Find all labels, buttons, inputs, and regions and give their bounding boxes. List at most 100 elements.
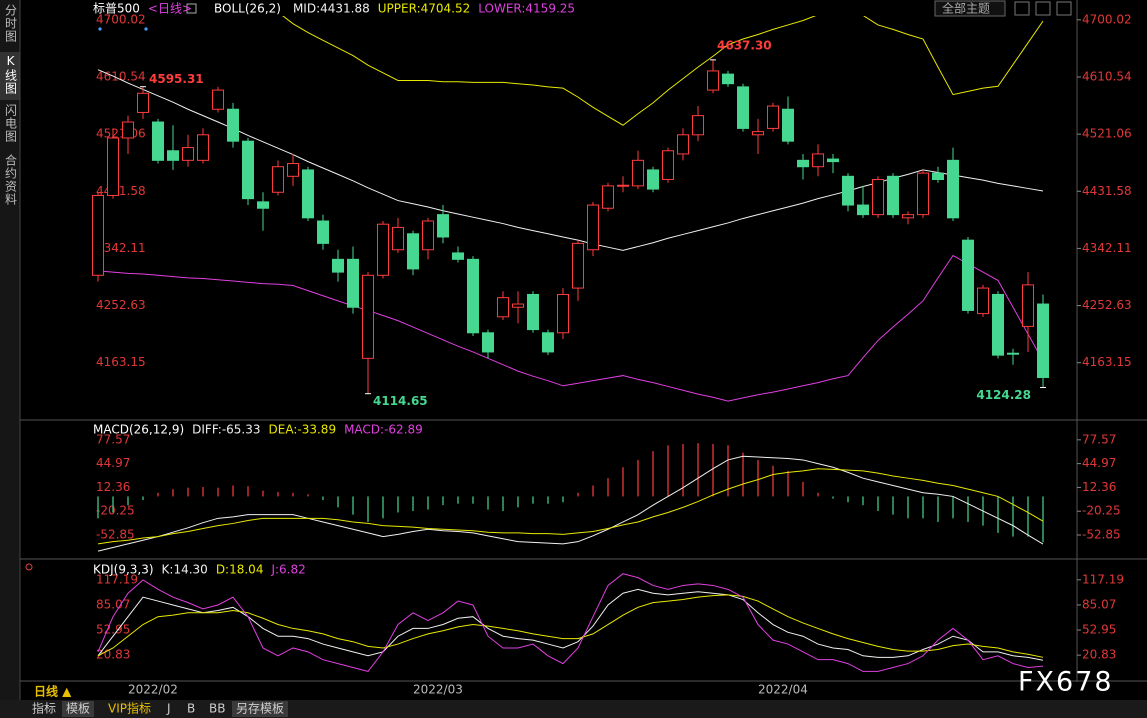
candle-body [692, 115, 704, 136]
candle-body [677, 134, 689, 155]
candle-body [347, 258, 359, 308]
candle-body [827, 158, 839, 163]
candle-body [1007, 352, 1019, 355]
sidebar-tab[interactable]: 分时图 [4, 4, 18, 43]
candle-body [752, 131, 764, 136]
tab[interactable]: J [166, 702, 171, 716]
tab[interactable]: 另存模板 [236, 702, 284, 716]
indicator-line [97, 573, 1044, 672]
window-button[interactable] [1035, 1, 1051, 16]
y-tick-label: 4252.63 [1082, 298, 1132, 312]
legend-entry: 标普500 [93, 2, 140, 16]
candle-body [302, 169, 314, 219]
watermark: FX678 [1018, 667, 1114, 698]
candle-body [872, 178, 884, 216]
indicator-line [282, 16, 1044, 126]
y-tick-label: 4521.06 [1082, 127, 1132, 141]
sidebar-tab[interactable]: K线图 [4, 54, 18, 95]
plot [97, 443, 1044, 552]
y-tick-label: 85.07 [96, 597, 130, 611]
tab-active [62, 701, 95, 717]
legend-entry: D:18.04 [216, 563, 264, 577]
candle-body [992, 293, 1004, 356]
tab-active [232, 701, 289, 717]
tab[interactable]: B [187, 702, 195, 716]
y-tick-label: 4163.15 [96, 355, 146, 369]
candle-body [182, 147, 194, 161]
candle-body [557, 293, 569, 334]
marker-dot [98, 27, 102, 31]
legend-entry: KDJ(9,3,3) [93, 563, 154, 577]
candle-body [422, 220, 434, 251]
legend-entry: DEA:-33.89 [269, 423, 337, 437]
y-tick-label: 117.19 [1082, 572, 1124, 586]
candle-body [887, 175, 899, 216]
theme-button-label[interactable]: 全部主题 [942, 1, 990, 16]
candle-body [782, 108, 794, 142]
candle-body [902, 214, 914, 219]
marker-dot [144, 27, 148, 31]
candle-body [932, 172, 944, 180]
y-tick-label: 4610.54 [96, 69, 146, 83]
candle-body [287, 163, 299, 177]
candle-body [722, 73, 734, 85]
y-tick-label: 4431.58 [1082, 184, 1132, 198]
indicator-line [97, 588, 1044, 661]
legend-entry: LOWER:4159.25 [478, 2, 575, 16]
indicator-line [97, 254, 1044, 402]
candle-body [272, 166, 284, 193]
y-tick-label: 20.83 [96, 648, 130, 662]
candle-body [812, 153, 824, 168]
tab[interactable]: VIP指标 [108, 701, 151, 716]
legend-entry: MACD(26,12,9) [93, 423, 184, 437]
y-tick-label: -52.85 [96, 527, 135, 541]
candle-body [587, 204, 599, 251]
candle-body [767, 105, 779, 129]
candle-body [152, 121, 164, 161]
candle-body [842, 175, 854, 206]
candle-body [482, 332, 494, 353]
candle-body [242, 140, 254, 200]
y-tick-label: 117.19 [96, 572, 138, 586]
y-tick-label: 52.95 [96, 623, 130, 637]
y-tick-label: 4700.02 [96, 12, 146, 26]
tab[interactable]: 指标 [32, 701, 56, 716]
period-selector[interactable]: 日线 ▲ [34, 684, 72, 699]
theme-button[interactable] [934, 0, 1006, 17]
y-tick-label: 4163.15 [1082, 355, 1132, 369]
y-tick-label: 44.97 [1082, 456, 1116, 470]
indicator-icon [186, 3, 197, 14]
legend-entry: DIFF:-65.33 [192, 423, 260, 437]
candle-body [512, 303, 524, 308]
candle-body [617, 184, 629, 187]
tab[interactable]: 模板 [66, 702, 90, 716]
candle-body [167, 150, 179, 161]
legend-entry: K:14.30 [162, 563, 208, 577]
candle-body [227, 108, 239, 142]
candle-body [947, 159, 959, 219]
candle-body [362, 274, 374, 359]
candle-body [1022, 284, 1034, 327]
candle-body [797, 159, 809, 168]
y-tick-label: 4521.06 [96, 127, 146, 141]
candle-body [572, 242, 584, 289]
tab[interactable]: BB [209, 702, 225, 716]
plot [97, 573, 1044, 672]
candle-body [917, 172, 929, 216]
y-tick-label: 44.97 [96, 456, 130, 470]
y-tick-label: -20.25 [96, 504, 135, 518]
annotation: 4114.65 [373, 394, 428, 408]
candle-body [452, 252, 464, 260]
y-tick-label: 12.36 [1082, 480, 1116, 494]
y-tick-label: 77.57 [96, 432, 130, 446]
candle-body [467, 258, 479, 334]
window-button[interactable] [1014, 1, 1030, 16]
sidebar-tab[interactable]: 闪电图 [4, 104, 18, 143]
candle-body [647, 169, 659, 190]
window-button[interactable] [1056, 1, 1072, 16]
y-tick-label: 4610.54 [1082, 69, 1132, 83]
candle-body [377, 223, 389, 276]
sidebar-tab[interactable]: 合约资料 [4, 153, 18, 206]
